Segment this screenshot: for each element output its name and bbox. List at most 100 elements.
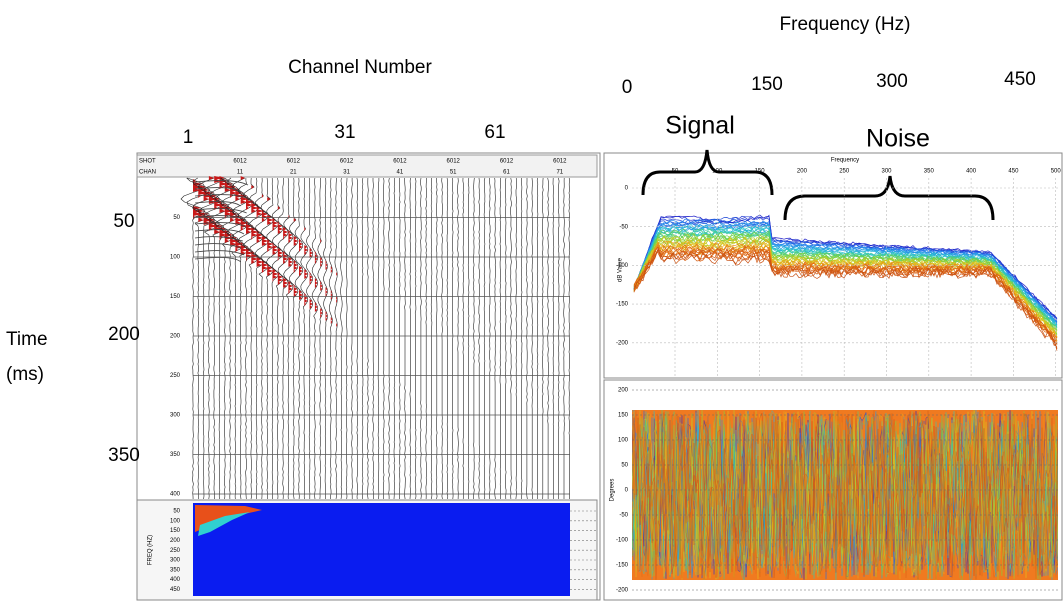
trace: [383, 177, 385, 500]
trace: [260, 177, 274, 500]
channel-label: 71: [556, 170, 563, 176]
time-title: Time: [6, 329, 48, 350]
trace: [266, 177, 279, 499]
spectrum-y-tick: 0: [625, 186, 629, 192]
signal-brace: [641, 149, 774, 196]
trace: [367, 177, 369, 500]
header-label: CHAN: [139, 170, 156, 176]
spectrum-curve: [633, 217, 1058, 320]
gather-header: [136, 154, 598, 178]
channel-label: 21: [290, 170, 297, 176]
time-tick-label: 300: [170, 413, 181, 419]
channel-tick: 1: [183, 127, 194, 148]
time-tick-label: 50: [173, 215, 180, 221]
trace-fill: [235, 188, 245, 252]
freq-tick-label: 150: [170, 528, 181, 534]
channel-label: 31: [343, 170, 350, 176]
time-tick-label: 100: [170, 255, 181, 261]
early-wiggle: [194, 215, 247, 221]
trace: [552, 177, 555, 499]
trace: [372, 178, 374, 500]
trace: [557, 177, 560, 499]
trace-fill: [272, 218, 279, 282]
spectrum-y-tick: -50: [619, 224, 628, 230]
trace: [510, 177, 512, 500]
early-wiggle: [194, 257, 242, 263]
early-wiggle: [194, 187, 241, 193]
trace-fill: [251, 185, 259, 264]
trace-fill: [293, 218, 299, 297]
time-title: (ms): [6, 364, 44, 385]
noise-brace: [783, 175, 995, 221]
trace: [254, 177, 270, 500]
spectrum-y-label: dB Value: [618, 257, 624, 282]
trace: [494, 177, 496, 500]
trace: [192, 177, 216, 500]
trace: [398, 177, 401, 500]
spectrum-curve: [633, 232, 1058, 330]
freq-tick-label: 350: [170, 567, 181, 573]
trace: [294, 177, 304, 500]
freq-tick-label: 400: [170, 577, 181, 583]
spectrum-curve: [633, 232, 1058, 334]
trace-fill: [336, 272, 338, 327]
trace: [404, 178, 406, 500]
time-tick-label: 250: [170, 373, 181, 379]
phase-y-tick: -200: [616, 588, 629, 594]
trace: [277, 177, 289, 500]
frequency-tick: 150: [751, 74, 783, 95]
trace: [536, 177, 539, 500]
trace: [547, 177, 549, 499]
trace-fill: [230, 185, 240, 246]
channel-tick: 61: [484, 122, 505, 143]
frequency-tick: 450: [1004, 69, 1036, 90]
time-tick-label: 200: [170, 334, 181, 340]
shot-value: 6012: [233, 159, 247, 165]
trace: [430, 177, 433, 500]
trace: [441, 177, 443, 500]
noise-label: Noise: [866, 125, 930, 153]
trace: [288, 177, 299, 500]
trace-fill: [219, 176, 230, 240]
freq-image: [193, 503, 570, 596]
trace: [446, 177, 449, 500]
spectrum-y-tick: -100: [616, 263, 629, 269]
trace: [306, 177, 314, 499]
phase-y-tick: -50: [619, 513, 628, 519]
trace: [300, 177, 309, 500]
channel-label: 51: [450, 170, 457, 176]
trace: [356, 177, 359, 500]
freq-tick-label: 300: [170, 558, 181, 564]
trace: [209, 177, 230, 500]
trace: [515, 177, 518, 500]
phase-curve: [632, 412, 1058, 580]
trace: [462, 177, 465, 500]
phase-curve: [632, 410, 1058, 580]
shot-value: 6012: [393, 159, 407, 165]
trace-fill: [277, 206, 284, 285]
spectrum-x-tick: 400: [966, 169, 977, 175]
spectrum-x-tick: 250: [839, 169, 850, 175]
signal-label: Signal: [665, 112, 735, 140]
early-wiggle: [194, 180, 249, 186]
channel-label: 61: [503, 170, 510, 176]
freq-tick-label: 50: [173, 509, 180, 515]
phase-y-tick: 200: [618, 388, 629, 394]
trace: [563, 177, 565, 499]
time-tick-label: 150: [170, 294, 181, 300]
trace: [345, 177, 348, 500]
trace: [340, 177, 343, 500]
trace: [328, 177, 333, 500]
trace: [388, 177, 390, 499]
phase-curve: [632, 410, 1058, 580]
freq-tick-label: 250: [170, 548, 181, 554]
spectrum-x-tick: 500: [1051, 169, 1062, 175]
trace: [361, 177, 364, 500]
shot-value: 6012: [447, 159, 461, 165]
trace: [393, 177, 396, 500]
spectrum-x-tick: 350: [924, 169, 935, 175]
spectrum-curve: [633, 247, 1058, 346]
trace-fill: [224, 179, 235, 243]
frequency-axis-title: Frequency (Hz): [780, 14, 911, 35]
